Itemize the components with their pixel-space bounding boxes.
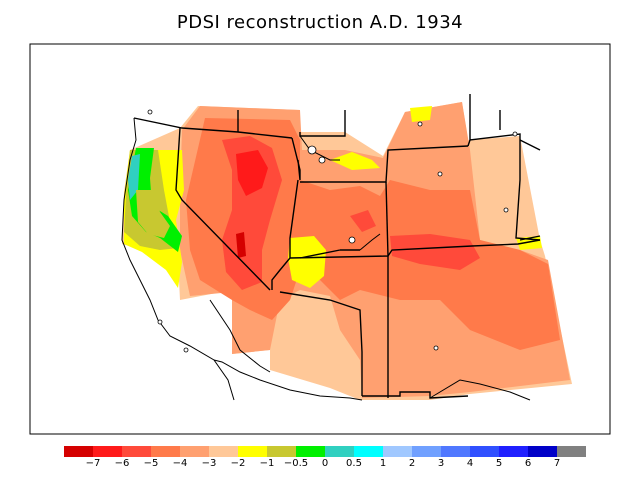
legend-swatch <box>151 446 180 457</box>
region-yellow-east <box>288 236 326 288</box>
legend-tick-label: −7 <box>85 458 101 469</box>
legend-tick-label: −4 <box>172 458 188 469</box>
region-coast-olive2 <box>136 190 170 238</box>
legend-swatch <box>441 446 470 457</box>
legend-swatch <box>209 446 238 457</box>
legend-swatch <box>93 446 122 457</box>
region-coast-cyan <box>128 154 140 200</box>
legend-tick-label: −3 <box>201 458 217 469</box>
legend-tick-label: −1 <box>259 458 275 469</box>
legend-swatch <box>499 446 528 457</box>
legend-tick-label: 4 <box>466 458 474 469</box>
legend-tick-label: 5 <box>495 458 503 469</box>
region-yellow-nv <box>330 152 380 170</box>
legend-tick-label: −0.5 <box>283 458 309 469</box>
legend-tick-label: 1 <box>379 458 387 469</box>
region-red-5c <box>350 210 376 232</box>
legend-swatch <box>267 446 296 457</box>
color-legend <box>64 446 586 457</box>
legend-tick-label: 6 <box>524 458 532 469</box>
legend-swatch <box>122 446 151 457</box>
legend-tick-label: 7 <box>553 458 561 469</box>
legend-tick-label: 2 <box>408 458 416 469</box>
legend-swatch <box>383 446 412 457</box>
region-red-6 <box>236 150 268 196</box>
legend-tick-label: −5 <box>143 458 159 469</box>
legend-tick-label: −2 <box>230 458 246 469</box>
state-boundaries <box>133 94 541 399</box>
legend-swatch <box>325 446 354 457</box>
region-red-7 <box>236 232 246 258</box>
map-title: PDSI reconstruction A.D. 1934 <box>176 12 464 33</box>
legend-swatch <box>470 446 499 457</box>
legend-swatch <box>296 446 325 457</box>
legend-tick-label: 3 <box>437 458 445 469</box>
legend-tick-label: −6 <box>114 458 130 469</box>
region-red-5 <box>222 136 282 290</box>
legend-tick-label: 0 <box>321 458 329 469</box>
region-yellow-ne <box>410 106 432 122</box>
legend-swatch <box>412 446 441 457</box>
legend-tick-label: 0.5 <box>346 458 362 469</box>
legend-swatch <box>528 446 557 457</box>
coastlines <box>121 117 531 401</box>
legend-swatch <box>354 446 383 457</box>
legend-swatch <box>557 446 586 457</box>
region-red-5b <box>390 234 480 270</box>
legend-swatch <box>180 446 209 457</box>
lakes <box>147 109 518 353</box>
legend-tick-labels: −7 −6 −5 −4 −3 −2 −1 −0.5 0 0.5 1 2 3 4 5 6 7 <box>64 458 584 472</box>
legend-swatch <box>238 446 267 457</box>
legend-swatch <box>64 446 93 457</box>
